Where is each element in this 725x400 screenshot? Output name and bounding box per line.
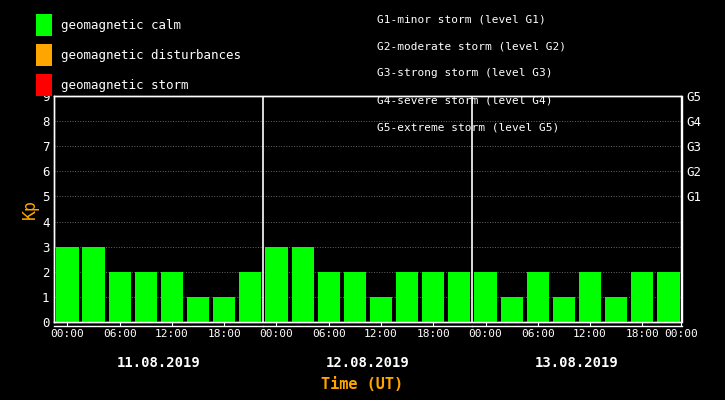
Text: G4-severe storm (level G4): G4-severe storm (level G4) xyxy=(377,96,552,106)
Text: geomagnetic calm: geomagnetic calm xyxy=(61,18,181,32)
Text: G2-moderate storm (level G2): G2-moderate storm (level G2) xyxy=(377,41,566,51)
Text: 11.08.2019: 11.08.2019 xyxy=(117,356,201,370)
Bar xyxy=(109,272,130,322)
Text: G1-minor storm (level G1): G1-minor storm (level G1) xyxy=(377,14,546,24)
Bar xyxy=(318,272,340,322)
Bar xyxy=(57,247,78,322)
Bar xyxy=(344,272,366,322)
Bar xyxy=(370,297,392,322)
Bar xyxy=(161,272,183,322)
Text: G5-extreme storm (level G5): G5-extreme storm (level G5) xyxy=(377,123,559,133)
Bar xyxy=(605,297,627,322)
Bar xyxy=(631,272,653,322)
Bar xyxy=(474,272,497,322)
Text: geomagnetic disturbances: geomagnetic disturbances xyxy=(61,48,241,62)
Bar xyxy=(526,272,549,322)
Bar xyxy=(552,297,575,322)
Text: 13.08.2019: 13.08.2019 xyxy=(535,356,619,370)
Bar xyxy=(239,272,262,322)
Bar xyxy=(291,247,314,322)
Bar xyxy=(658,272,679,322)
Y-axis label: Kp: Kp xyxy=(21,199,39,219)
Text: G3-strong storm (level G3): G3-strong storm (level G3) xyxy=(377,68,552,78)
Bar xyxy=(213,297,236,322)
Text: Time (UT): Time (UT) xyxy=(321,377,404,392)
Bar xyxy=(83,247,104,322)
Bar xyxy=(265,247,288,322)
Bar xyxy=(500,297,523,322)
Bar xyxy=(135,272,157,322)
Text: 12.08.2019: 12.08.2019 xyxy=(326,356,410,370)
Bar xyxy=(579,272,601,322)
Bar xyxy=(422,272,444,322)
Text: geomagnetic storm: geomagnetic storm xyxy=(61,78,188,92)
Bar xyxy=(396,272,418,322)
Bar xyxy=(187,297,210,322)
Bar xyxy=(448,272,471,322)
